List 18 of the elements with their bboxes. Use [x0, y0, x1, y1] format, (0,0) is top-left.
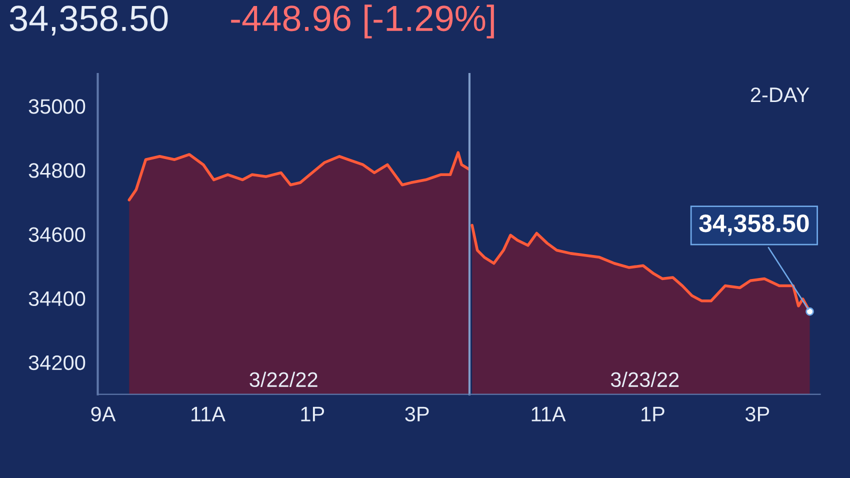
- chart-title: 34,358.50: [10, 6, 168, 36]
- y-tick-label: 34800: [28, 163, 86, 178]
- y-tick-label: 34200: [28, 355, 86, 370]
- x-tick-label: 1P: [642, 406, 664, 422]
- chart-subtitle: -448.96 [-1.29%]: [231, 4, 494, 38]
- annotation: 3/22/22: [250, 372, 318, 388]
- annotation: 2-DAY: [750, 87, 810, 102]
- x-tick-label: 9A: [91, 406, 116, 422]
- annotation: 3/23/22: [610, 372, 679, 388]
- y-tick-label: 34400: [28, 291, 86, 306]
- x-tick-label: 1P: [301, 406, 324, 422]
- y-tick-label: 35000: [28, 99, 86, 114]
- x-tick-label: 11A: [532, 406, 566, 422]
- y-tick-label: 34600: [28, 227, 86, 242]
- x-tick-label: 3P: [745, 406, 770, 422]
- x-tick-label: 11A: [192, 406, 226, 422]
- x-tick-label: 3P: [405, 406, 429, 422]
- annotation: 34,358.50: [699, 214, 809, 236]
